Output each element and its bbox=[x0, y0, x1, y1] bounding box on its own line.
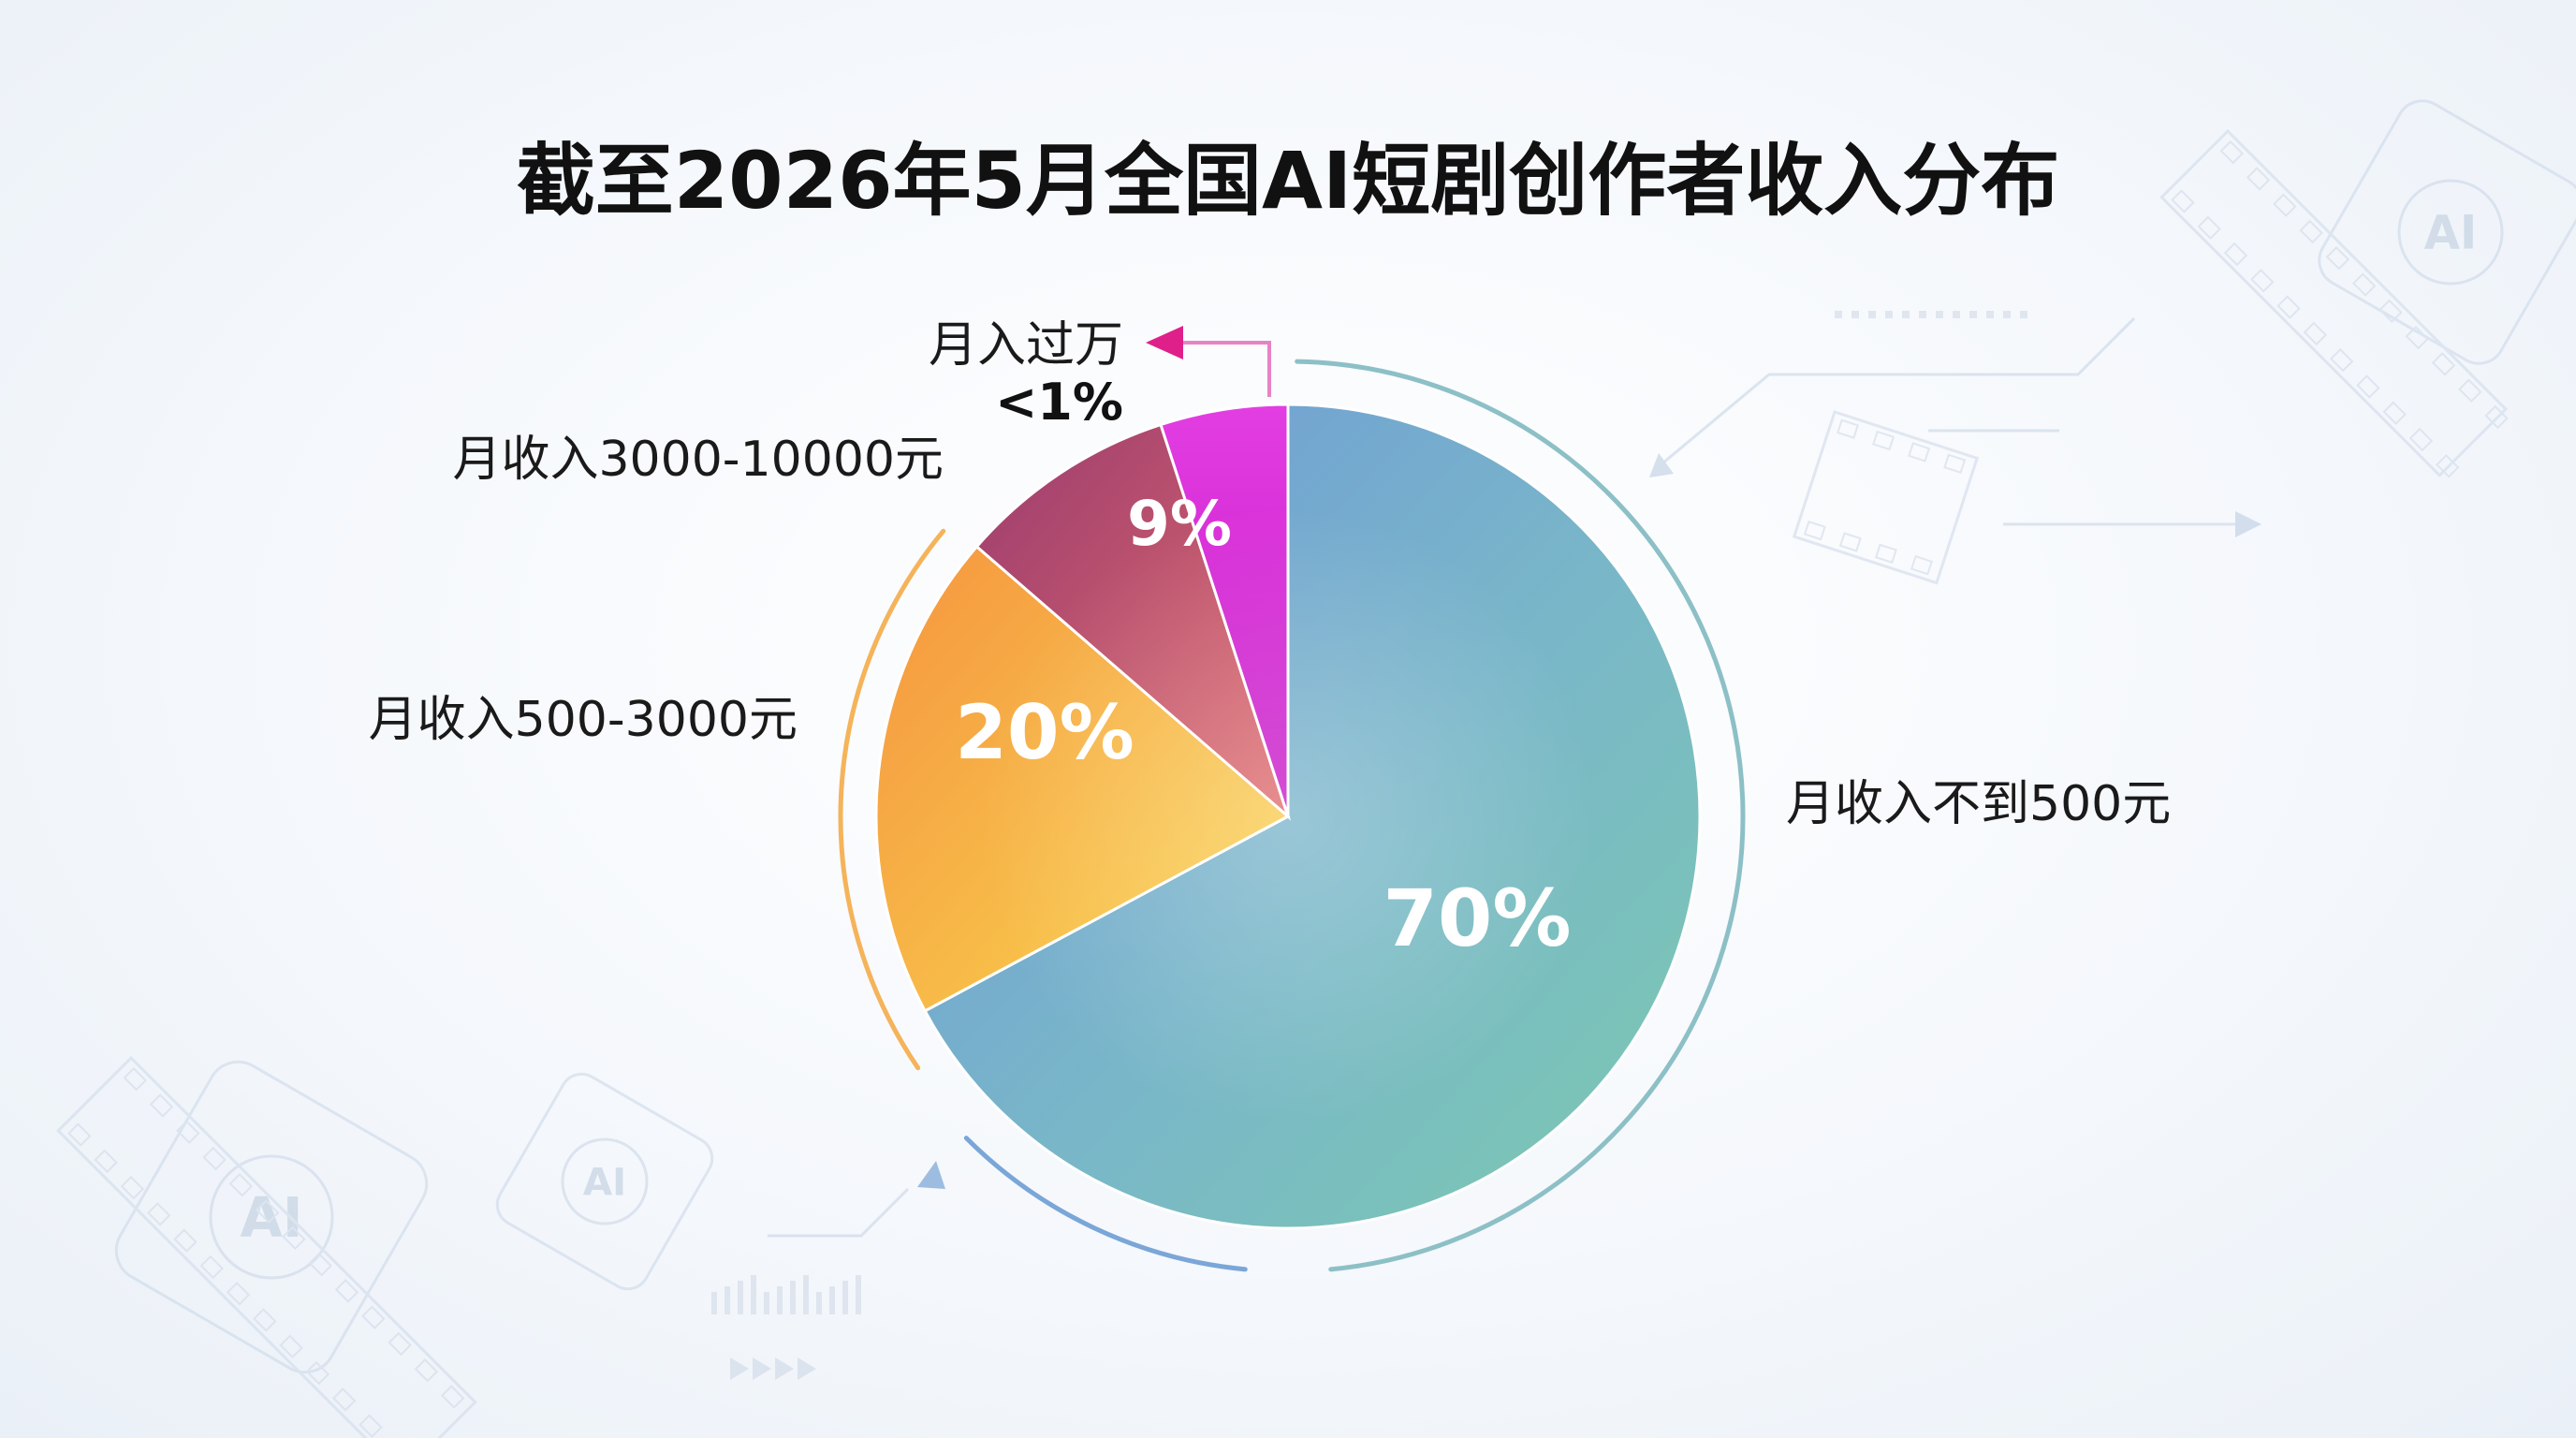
circuit-line bbox=[1656, 316, 2136, 470]
svg-text:AI: AI bbox=[240, 1186, 302, 1250]
decor-play-icon bbox=[730, 1357, 749, 1380]
decor-play-icon bbox=[775, 1357, 794, 1380]
cat-label-500-3000: 月收入500-3000元 bbox=[369, 692, 798, 748]
outer-arc-under-500-left bbox=[963, 1136, 1248, 1272]
decor-dot bbox=[1868, 311, 1876, 318]
decor-bar bbox=[711, 1292, 717, 1314]
decor-dot bbox=[1936, 311, 1943, 318]
decor-arrow-icon bbox=[2235, 511, 2261, 537]
svg-text:AI: AI bbox=[583, 1159, 626, 1204]
background-decor: AI AI AI bbox=[56, 99, 2576, 1438]
decor-bar bbox=[738, 1281, 743, 1314]
outer-arc-under-500 bbox=[1295, 359, 1746, 1272]
decor-bar bbox=[842, 1281, 848, 1314]
decor-bar bbox=[790, 1281, 796, 1314]
cat-label-over-10000: 月入过万 bbox=[929, 317, 1123, 374]
pie-slices bbox=[874, 403, 1702, 1230]
decor-dot bbox=[2020, 311, 2027, 318]
circuit-line bbox=[768, 1187, 910, 1238]
ai-badge-top-right: AI bbox=[2318, 99, 2576, 365]
outer-arc-500-3000 bbox=[838, 528, 946, 1071]
pct-label-over-10000: <1% bbox=[995, 373, 1123, 432]
decor-bar bbox=[724, 1286, 730, 1314]
decor-play-icon bbox=[798, 1357, 816, 1380]
outer-arcs bbox=[838, 359, 1746, 1272]
decor-dot bbox=[1986, 311, 1994, 318]
decor-bar bbox=[816, 1292, 822, 1314]
decor-bar bbox=[829, 1286, 835, 1314]
decor-bar bbox=[777, 1286, 783, 1314]
cat-label-under-500: 月收入不到500元 bbox=[1786, 776, 2171, 832]
film-strip-top-right bbox=[2159, 128, 2509, 478]
ai-badge-bottom-mid: AI bbox=[495, 1072, 714, 1291]
decor-arrow-icon bbox=[1649, 453, 1674, 477]
small-slice-leader bbox=[1146, 326, 1271, 397]
film-strip-bottom-left bbox=[56, 1055, 477, 1438]
decor-bar bbox=[764, 1292, 769, 1314]
decor-bar bbox=[751, 1275, 756, 1314]
decor-bar bbox=[856, 1275, 861, 1314]
decor-dot bbox=[1835, 311, 1842, 318]
decor-dot bbox=[1953, 311, 1960, 318]
decor-play-icon bbox=[753, 1357, 771, 1380]
cat-label-3000-10000: 月收入3000-10000元 bbox=[452, 432, 944, 488]
chart-title: 截至2026年5月全国AI短剧创作者收入分布 bbox=[517, 135, 2060, 227]
decor-dot bbox=[1969, 311, 1977, 318]
svg-text:AI: AI bbox=[2424, 206, 2478, 260]
arc-arrowhead bbox=[917, 1161, 945, 1189]
decor-dot bbox=[1852, 311, 1859, 318]
decor-dot bbox=[1902, 311, 1910, 318]
pct-label-3000-10000: 9% bbox=[1127, 488, 1232, 560]
leader-line bbox=[1157, 341, 1271, 397]
decor-dot bbox=[1885, 311, 1893, 318]
decor-dot bbox=[1919, 311, 1926, 318]
pct-label-500-3000: 20% bbox=[955, 689, 1134, 776]
decor-bar bbox=[803, 1275, 809, 1314]
pie-labels: 70% 20% 9% 月收入不到500元 月收入500-3000元 月收入3000-100… bbox=[369, 317, 2172, 964]
film-frame-right bbox=[1792, 410, 1980, 585]
pct-label-under-500: 70% bbox=[1383, 873, 1571, 964]
leader-arrowhead bbox=[1146, 326, 1183, 360]
decor-dot bbox=[2003, 311, 2011, 318]
